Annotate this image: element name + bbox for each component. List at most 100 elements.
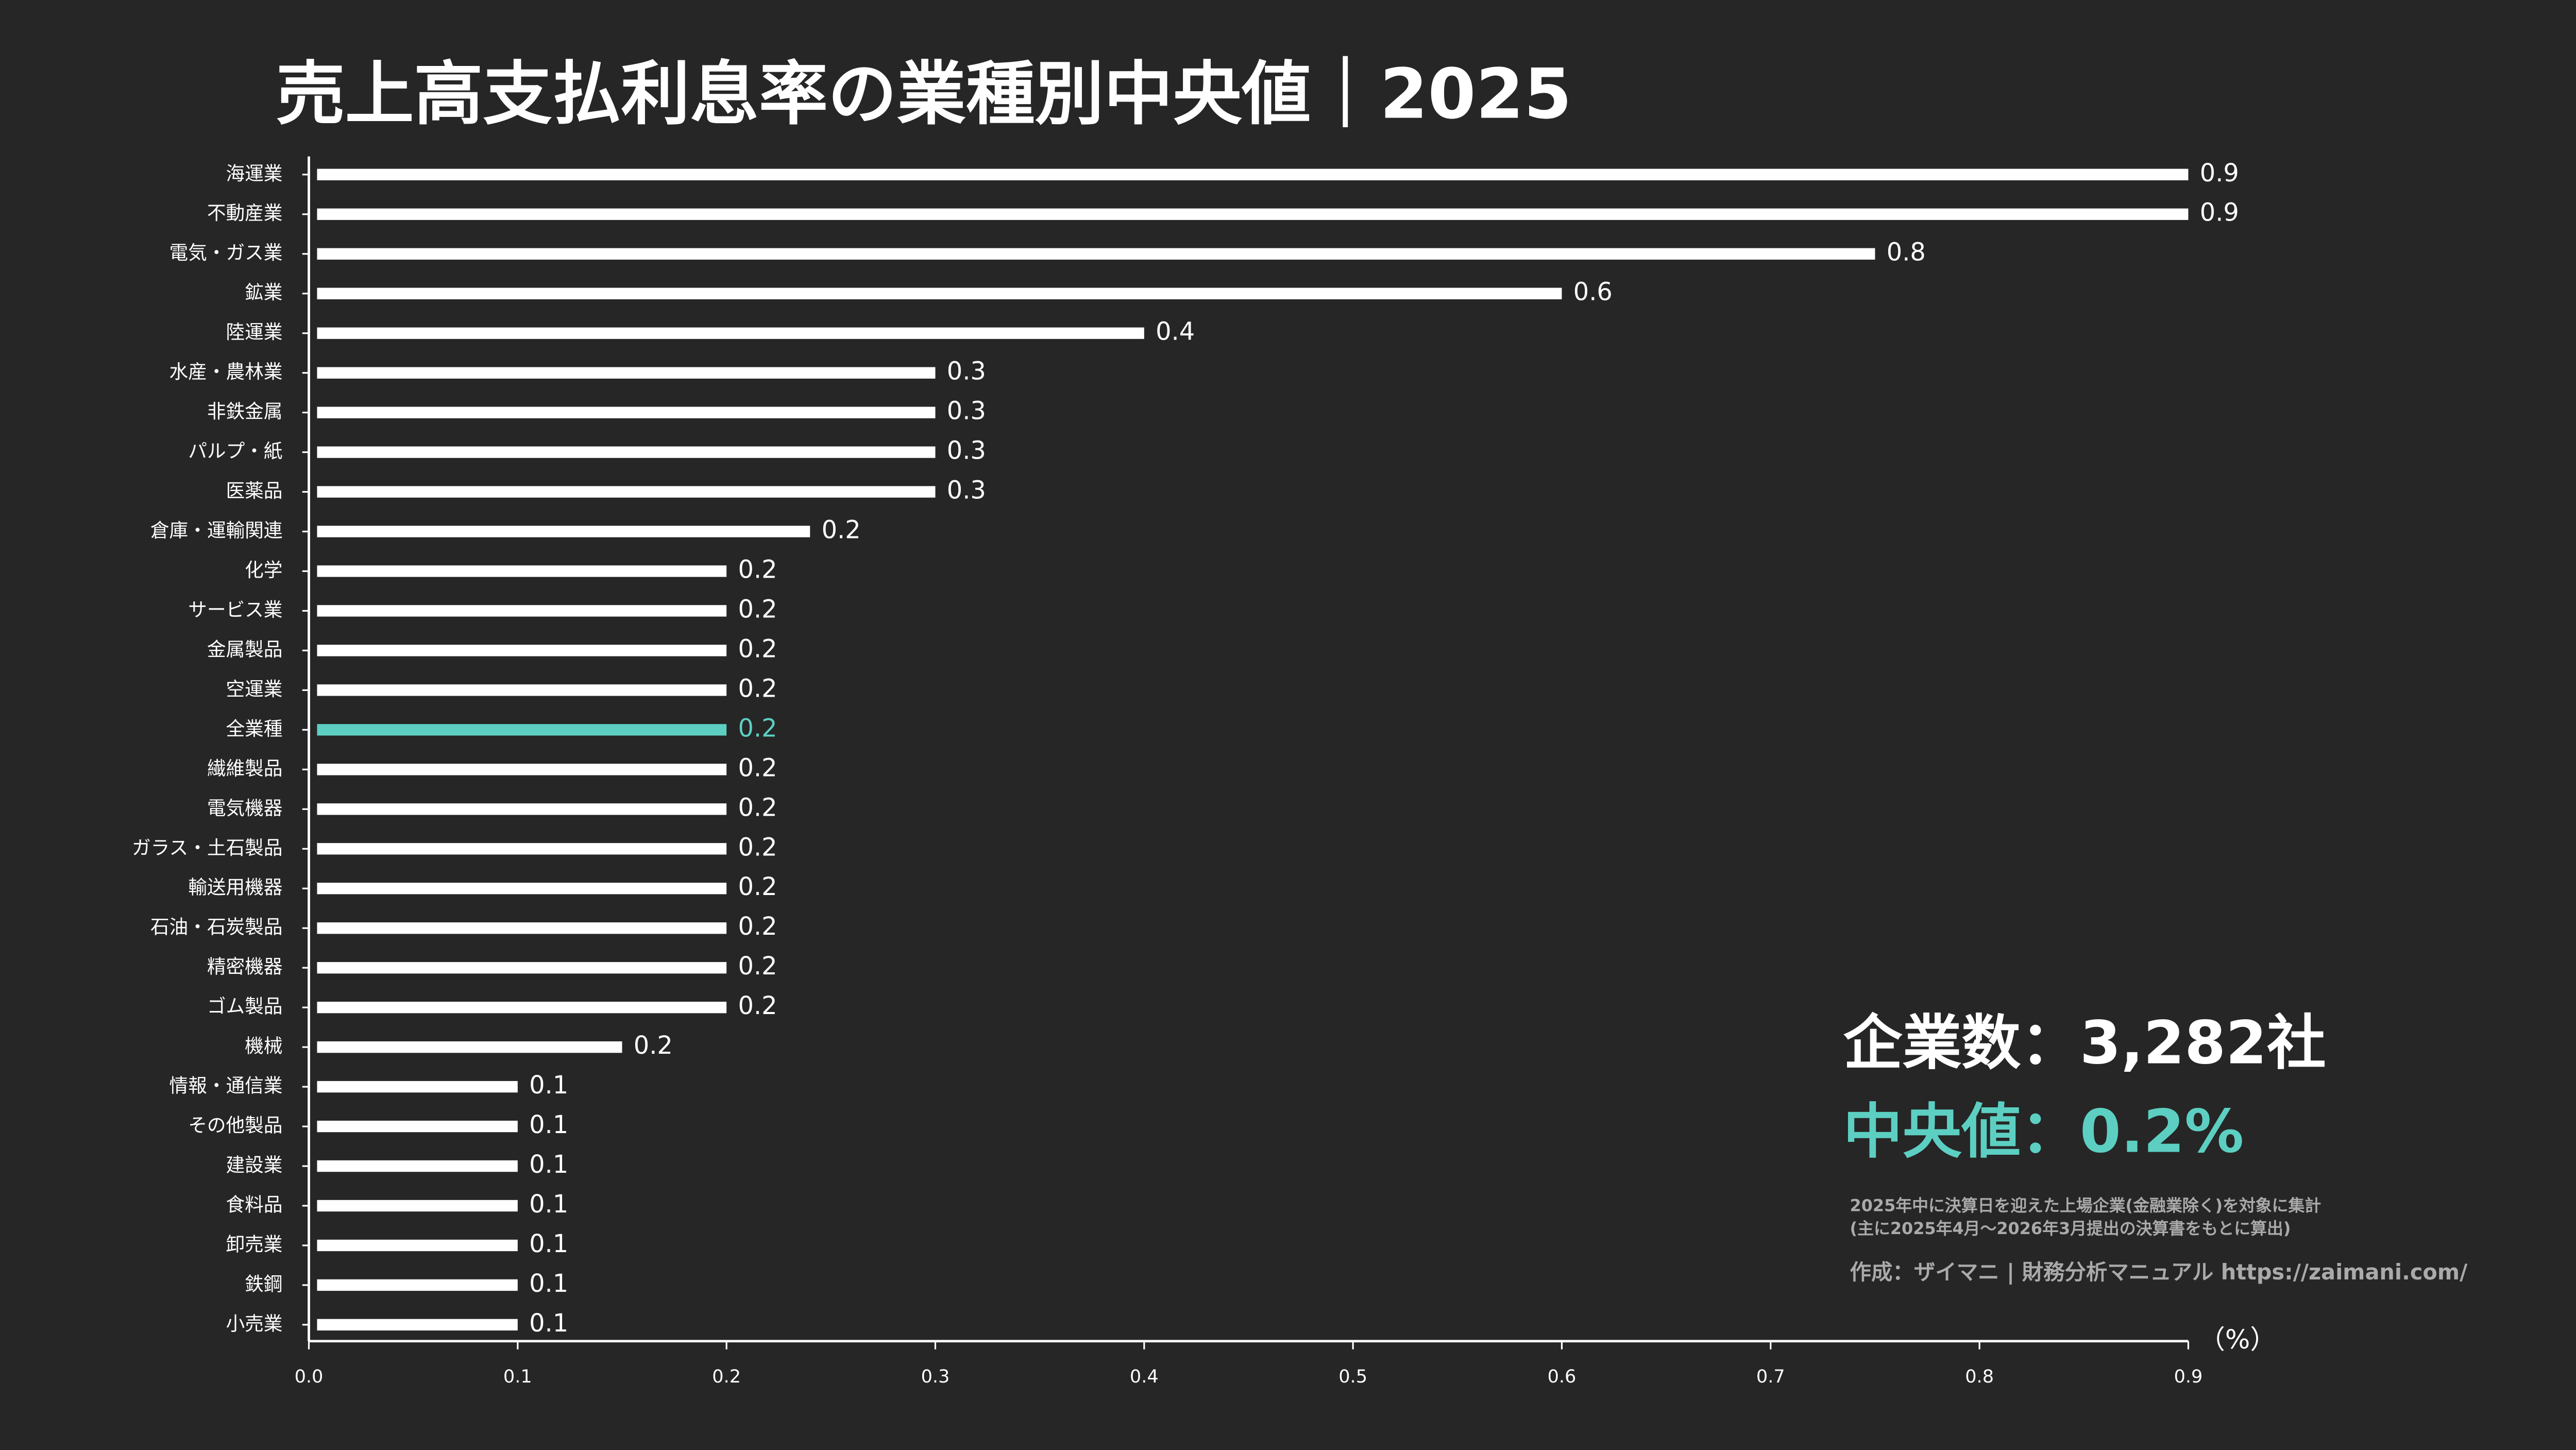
y-tick-label: 食料品	[226, 1193, 283, 1216]
y-tick-label: 卸売業	[226, 1233, 283, 1255]
value-label: 0.2	[738, 913, 777, 941]
value-label: 0.1	[529, 1111, 568, 1139]
bar	[317, 1001, 727, 1014]
value-label: 0.2	[738, 635, 777, 663]
bar	[317, 803, 727, 815]
y-tick-label: パルプ・紙	[188, 440, 282, 462]
value-label: 0.3	[947, 477, 986, 505]
bar	[317, 1041, 622, 1053]
y-tick-label: 水産・農林業	[170, 361, 283, 383]
y-tick-label: 石油・石炭製品	[150, 916, 283, 938]
y-tick-label: 不動産業	[207, 202, 283, 224]
y-tick-label: サービス業	[188, 599, 282, 621]
y-tick-label: 鉄鋼	[245, 1273, 282, 1295]
value-label: 0.1	[529, 1270, 568, 1298]
note: (主に2025年4月〜2026年3月提出の決算書をもとに算出)	[1850, 1219, 2291, 1238]
value-label: 0.2	[738, 873, 777, 901]
value-label: 0.2	[738, 833, 777, 862]
x-tick-label: 0.0	[295, 1366, 324, 1387]
value-label: 0.2	[738, 714, 777, 743]
y-tick-label: その他製品	[188, 1115, 282, 1137]
value-label: 0.1	[529, 1309, 568, 1338]
value-label: 0.4	[1156, 318, 1195, 346]
value-label: 0.2	[738, 595, 777, 623]
bar	[317, 883, 727, 895]
note: 2025年中に決算日を迎えた上場企業(金融業除く)を対象に集計	[1850, 1195, 2321, 1215]
y-tick-label: 化学	[245, 559, 282, 581]
x-tick-label: 0.7	[1756, 1366, 1785, 1387]
bar	[317, 1160, 518, 1172]
bar	[317, 1319, 518, 1331]
value-label: 0.1	[529, 1230, 568, 1258]
bar	[317, 645, 727, 656]
y-tick-label: 金属製品	[207, 638, 283, 661]
bar	[317, 1279, 518, 1291]
x-unit: （%）	[2199, 1325, 2277, 1355]
value-label: 0.2	[738, 555, 777, 584]
value-label: 0.3	[947, 358, 986, 386]
bar	[317, 565, 727, 577]
y-tick-label: 輸送用機器	[188, 876, 282, 899]
value-label: 0.2	[738, 754, 777, 782]
bar	[317, 168, 2189, 180]
bar	[317, 843, 727, 855]
y-tick-label: ガラス・土石製品	[132, 837, 283, 859]
y-tick-label: 精密機器	[207, 956, 283, 978]
value-label: 0.2	[738, 992, 777, 1020]
value-label: 0.9	[2200, 199, 2239, 227]
value-label: 0.3	[947, 397, 986, 426]
x-tick-label: 0.5	[1338, 1366, 1367, 1387]
bar	[317, 1120, 518, 1133]
x-tick-label: 0.8	[1965, 1366, 1994, 1387]
value-label: 0.3	[947, 437, 986, 465]
bar	[317, 724, 727, 736]
bar	[317, 605, 727, 617]
y-tick-label: ゴム製品	[207, 996, 283, 1018]
bar	[317, 327, 1144, 339]
y-tick-label: 空運業	[226, 678, 283, 700]
y-tick-label: 繊維製品	[207, 757, 283, 780]
y-tick-label: 倉庫・運輸関連	[150, 519, 283, 542]
median-note: 中央値：0.2%	[1843, 1097, 2244, 1166]
credit: 作成：ザイマニ | 財務分析マニュアル https://zaimani.com/	[1850, 1260, 2468, 1285]
y-tick-label: 情報・通信業	[170, 1075, 283, 1097]
y-tick-label: 建設業	[226, 1154, 283, 1176]
x-tick-label: 0.3	[921, 1366, 950, 1387]
y-tick-label: 海運業	[226, 162, 283, 184]
value-label: 0.2	[738, 794, 777, 822]
y-tick-label: 陸運業	[226, 321, 283, 343]
bar	[317, 922, 727, 934]
company-count: 企業数：3,282社	[1843, 1008, 2326, 1077]
bar	[317, 248, 1875, 260]
bar	[317, 208, 2189, 220]
value-label: 0.2	[634, 1032, 673, 1060]
y-tick-label: 電気機器	[207, 797, 283, 819]
value-label: 0.9	[2200, 159, 2239, 188]
y-tick-label: 全業種	[226, 718, 283, 740]
y-tick-label: 機械	[245, 1035, 282, 1057]
bar	[317, 446, 936, 458]
value-label: 0.6	[1573, 278, 1613, 307]
y-tick-label: 電気・ガス業	[170, 242, 283, 264]
bar	[317, 526, 810, 537]
bar	[317, 407, 936, 418]
chart-title: 売上高支払利息率の業種別中央値｜2025	[276, 54, 1572, 134]
y-tick-label: 鉱業	[245, 281, 282, 304]
bar	[317, 367, 936, 379]
bar	[317, 764, 727, 775]
value-label: 0.1	[529, 1151, 568, 1179]
y-tick-label: 非鉄金属	[207, 400, 283, 423]
value-label: 0.1	[529, 1190, 568, 1219]
x-tick-label: 0.1	[503, 1366, 532, 1387]
value-label: 0.1	[529, 1071, 568, 1100]
value-label: 0.2	[738, 675, 777, 703]
bar	[317, 962, 727, 974]
bar	[317, 1239, 518, 1252]
bar	[317, 1081, 518, 1093]
value-label: 0.8	[1887, 239, 1926, 267]
y-tick-label: 医薬品	[226, 480, 283, 502]
value-label: 0.2	[822, 516, 861, 544]
y-tick-label: 小売業	[226, 1312, 283, 1335]
